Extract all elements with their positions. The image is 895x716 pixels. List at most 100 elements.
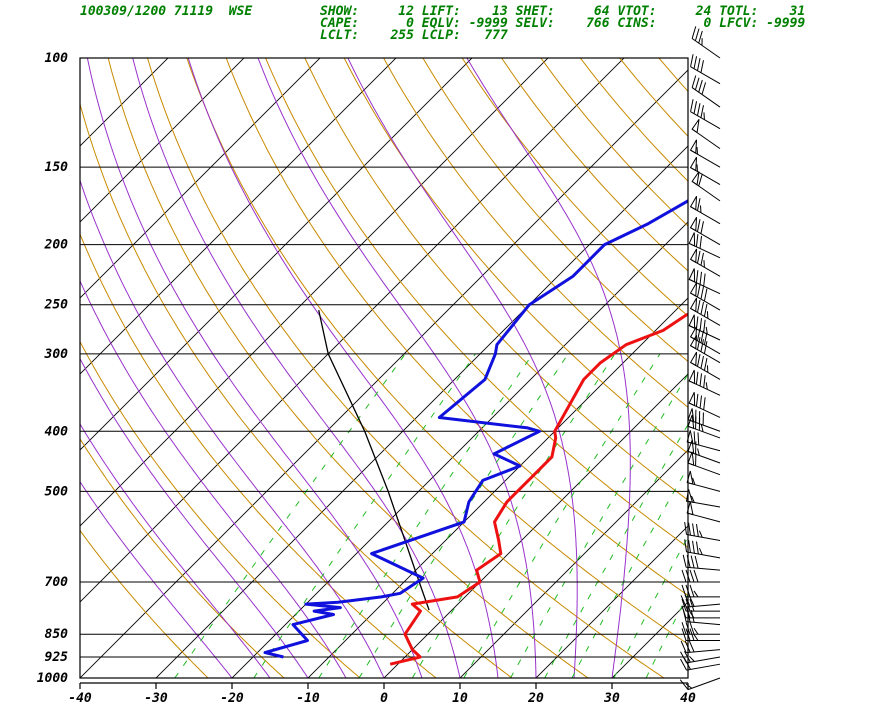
wind-barb-pennant: [691, 118, 700, 134]
temperature-tick-label: -20: [220, 691, 244, 706]
wind-barb-pennant: [688, 268, 696, 283]
wind-barb-flag: [690, 99, 694, 112]
wind-barbs: [679, 26, 721, 691]
wind-barb-flag: [693, 634, 699, 641]
wind-barb-flag: [685, 605, 691, 619]
wind-barb-pennant: [688, 314, 696, 329]
temperature-tick-label: 10: [452, 691, 468, 706]
wind-barb-flag: [684, 594, 691, 607]
isotherm-line: [80, 58, 549, 527]
wind-barb-pennant: [688, 232, 696, 247]
dry-adiabat-line: [80, 437, 285, 678]
wind-barb-flag: [690, 555, 695, 569]
wind-barb-pennant: [689, 297, 698, 313]
dry-adiabat-line: [304, 58, 688, 501]
wind-barb: [689, 297, 721, 326]
isotherm-line: [80, 58, 473, 451]
wind-barb-pennant: [688, 369, 696, 385]
mixing-ratio-line: [613, 535, 688, 678]
wind-barb-pennant: [688, 392, 696, 407]
wind-barb-flag: [697, 432, 700, 446]
wind-barb: [687, 408, 721, 432]
wind-barb-flag: [700, 221, 704, 234]
wind-barb-flag: [700, 105, 704, 118]
dry-adiabat-line: [383, 58, 688, 408]
wind-barb: [681, 598, 720, 612]
wind-barb: [689, 248, 721, 277]
wind-barb-flag: [700, 252, 704, 266]
pressure-tick-label: 100: [45, 51, 69, 66]
wind-barb-flag: [680, 651, 687, 664]
temperature-profile-line: [389, 312, 688, 666]
wind-barb-pennant: [689, 335, 698, 350]
wind-barb-flag: [698, 30, 703, 44]
isotherm-line: [80, 58, 397, 375]
wind-barb: [688, 392, 721, 418]
wind-barb-flag: [703, 397, 706, 410]
wind-barb-flag: [681, 628, 687, 641]
moist-adiabat-line: [80, 480, 233, 678]
wind-barb-flag: [699, 373, 703, 387]
wind-barb-flag: [696, 337, 701, 350]
wind-barb: [689, 156, 721, 185]
wind-barb-flag: [703, 303, 708, 317]
wind-barb-flag: [698, 547, 703, 555]
wind-barb: [686, 501, 721, 523]
wind-barb-flag: [693, 56, 698, 69]
wind-barb-flag: [684, 539, 688, 553]
wind-barb-staff: [686, 621, 721, 626]
dry-adiabat-line: [146, 58, 666, 678]
wind-barb-pennant: [689, 139, 698, 155]
temperature-tick-label: -10: [296, 691, 320, 706]
wind-barb-flag: [693, 569, 699, 583]
mixing-ratio-line: [411, 353, 616, 678]
wind-barb-flag: [701, 82, 707, 95]
wind-barb-flag: [692, 523, 695, 537]
wind-barb-flag: [703, 288, 708, 302]
wind-barb-flag: [679, 679, 689, 690]
wind-barb-flag: [691, 495, 695, 503]
wind-barb-flag: [692, 540, 695, 554]
temperature-tick-label: 0: [380, 691, 388, 706]
wind-barb-flag: [691, 26, 697, 39]
mixing-ratio-line: [463, 353, 661, 678]
wind-barb-staff: [690, 111, 721, 130]
wind-barb-flag: [695, 316, 699, 330]
wind-barb: [679, 677, 721, 691]
wind-barb-pennant: [685, 489, 694, 503]
wind-barb-staff: [691, 87, 721, 108]
wind-barb: [684, 521, 721, 541]
background-lines: [80, 58, 688, 678]
wind-barb-pennant: [689, 248, 698, 264]
wind-barb-flag: [685, 584, 691, 598]
wind-barb: [691, 118, 721, 150]
wind-barb: [685, 489, 721, 508]
wind-barb-flag: [699, 395, 703, 409]
pressure-tick-label: 400: [45, 424, 69, 439]
isotherm-line: [307, 297, 688, 678]
dry-adiabat-line: [80, 232, 437, 678]
wind-barb-flag: [684, 521, 688, 535]
wind-barb-flag: [689, 584, 695, 598]
wind-barb: [681, 569, 720, 583]
wind-barb-flag: [693, 590, 699, 598]
mixing-ratio-line: [544, 423, 688, 678]
wind-barb: [687, 451, 721, 476]
wind-barb-flag: [699, 318, 703, 331]
wind-barb-flag: [703, 357, 708, 371]
wind-barb-flag: [689, 611, 695, 619]
stability-indices-line-3: LCLT: 255 LCLP: 777: [320, 28, 508, 43]
pressure-tick-label: 925: [45, 650, 69, 665]
wind-barb: [681, 605, 720, 619]
pressure-tick-label: 850: [45, 627, 69, 642]
dry-adiabat-line: [107, 58, 589, 678]
mixing-ratio-line: [510, 373, 688, 678]
dry-adiabat-line: [422, 58, 688, 363]
wind-barb-flag: [685, 598, 691, 612]
temperature-tick-label: 20: [527, 691, 544, 706]
wind-barb: [688, 314, 721, 341]
wind-barb-flag: [695, 393, 699, 407]
wind-barb-flag: [684, 640, 691, 653]
wind-barb-pennant: [687, 408, 695, 423]
